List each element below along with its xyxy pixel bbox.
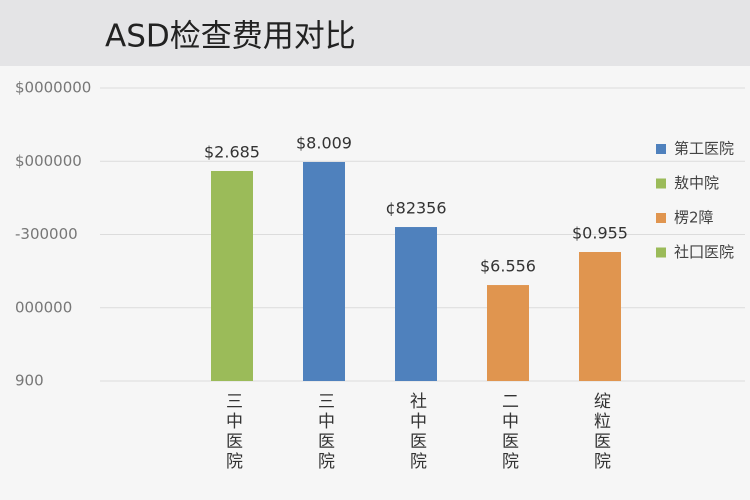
bar xyxy=(303,161,345,381)
y-tick-label: $0000000 xyxy=(15,79,91,97)
bar xyxy=(487,285,529,381)
legend-swatch xyxy=(656,178,666,189)
x-tick-label: 三中医院 xyxy=(222,392,242,472)
legend-label: 社囗医院 xyxy=(674,243,734,261)
legend-swatch xyxy=(656,213,666,223)
legend-label: 敖中院 xyxy=(674,174,719,192)
y-tick-label: -300000 xyxy=(15,225,78,243)
x-tick-label: 三中医院 xyxy=(314,392,334,472)
y-tick-label: 900 xyxy=(15,372,44,390)
x-tick-label: 社中医院 xyxy=(406,392,427,472)
y-tick-label: $000000 xyxy=(15,152,82,170)
legend-label: 第工医院 xyxy=(674,140,734,158)
value-label: $2.685 xyxy=(204,142,260,161)
bar xyxy=(211,170,253,381)
bar xyxy=(579,252,621,381)
bar xyxy=(395,227,437,381)
chart-title: ASD检查费用对比 xyxy=(105,19,356,55)
title-banner xyxy=(0,0,750,66)
value-label: $6.556 xyxy=(480,257,536,276)
value-label: $8.009 xyxy=(296,133,352,152)
value-label: $0.955 xyxy=(572,224,628,243)
x-tick-label: 二中医院 xyxy=(498,392,519,472)
value-label: ¢82356 xyxy=(385,199,446,218)
legend-swatch xyxy=(656,247,666,258)
y-tick-label: 000000 xyxy=(15,298,72,316)
legend-swatch xyxy=(656,144,666,154)
x-tick-label: 绽粒医院 xyxy=(590,392,611,472)
legend-label: 楞2障 xyxy=(674,209,714,227)
